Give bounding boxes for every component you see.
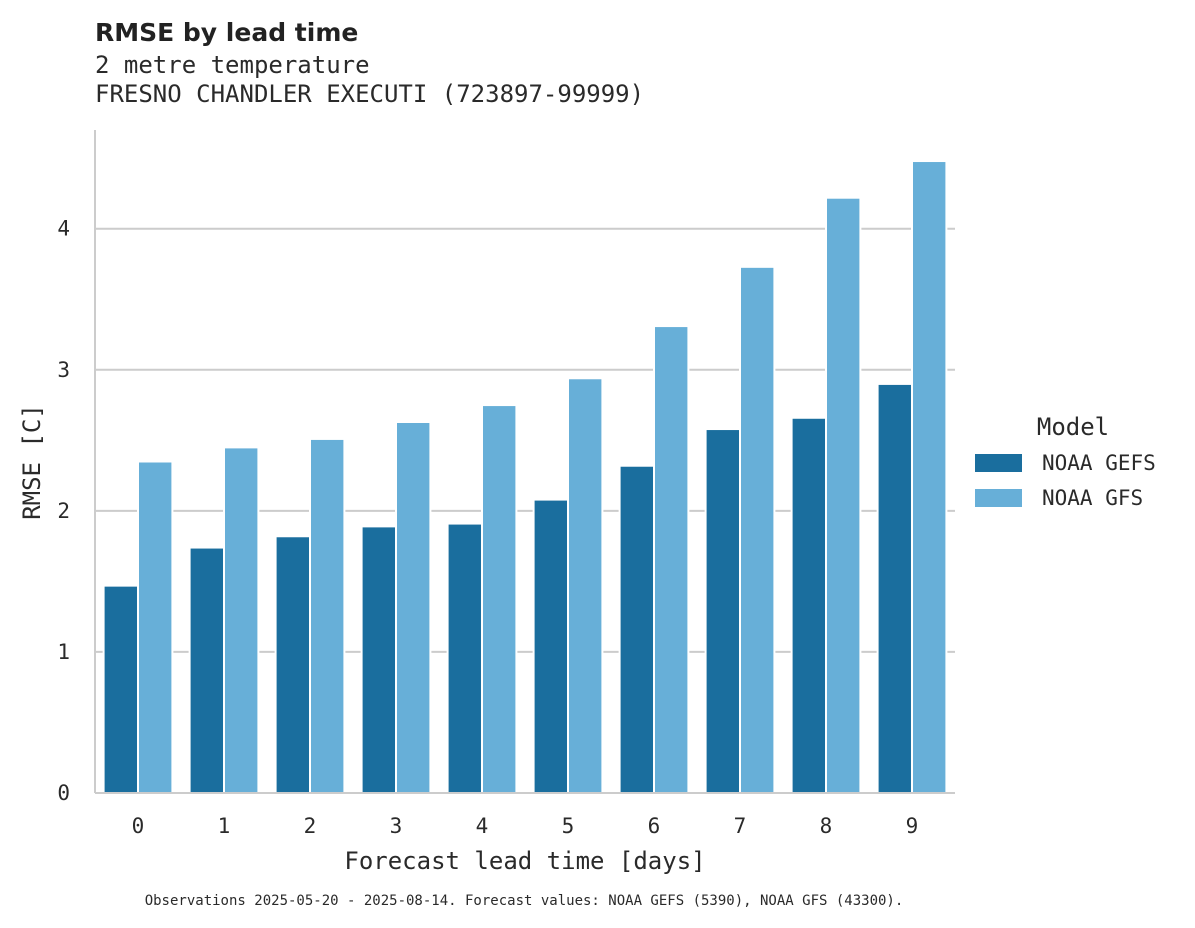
legend-title: Model [1037, 413, 1109, 441]
legend-swatch-noaa-gfs [975, 489, 1022, 507]
bar-noaa-gfs-2 [309, 437, 346, 794]
chart-title: RMSE by lead time [95, 18, 358, 47]
bar-noaa-gfs-3 [395, 421, 432, 794]
x-tick-label: 5 [562, 814, 575, 838]
bar-noaa-gefs-0 [102, 584, 139, 794]
x-tick-label: 2 [304, 814, 317, 838]
bar-noaa-gefs-6 [618, 464, 655, 794]
x-tick-label: 8 [820, 814, 833, 838]
bar-noaa-gfs-8 [825, 196, 862, 794]
bar-noaa-gefs-2 [274, 535, 312, 795]
bar-noaa-gefs-8 [790, 416, 827, 794]
legend: Model NOAA GEFS NOAA GFS [975, 413, 1156, 510]
bar-noaa-gfs-7 [739, 265, 776, 794]
x-tick-label: 3 [390, 814, 403, 838]
x-tick-label: 0 [132, 814, 145, 838]
x-tick-label: 7 [734, 814, 747, 838]
bar-noaa-gfs-0 [137, 460, 174, 794]
x-tick-label: 1 [218, 814, 231, 838]
chart-subtitle-variable: 2 metre temperature [95, 51, 370, 79]
bar-noaa-gfs-9 [911, 160, 948, 794]
x-tick-label: 9 [906, 814, 919, 838]
legend-label: NOAA GFS [1042, 486, 1143, 510]
bar-noaa-gfs-4 [481, 404, 518, 794]
bar-noaa-gefs-7 [704, 428, 741, 794]
bar-noaa-gefs-5 [532, 498, 569, 794]
x-tick-label: 4 [476, 814, 489, 838]
bar-noaa-gfs-5 [567, 377, 604, 794]
bar-noaa-gefs-3 [360, 525, 398, 794]
legend-items: NOAA GEFS NOAA GFS [975, 451, 1156, 510]
legend-label: NOAA GEFS [1042, 451, 1156, 475]
y-tick-label: 4 [57, 217, 70, 241]
y-tick-label: 0 [57, 781, 70, 805]
y-tick-labels: 0 1 2 3 4 [57, 217, 70, 805]
y-tick-label: 1 [57, 640, 70, 664]
x-axis-label: Forecast lead time [days] [344, 847, 705, 875]
footnote: Observations 2025-05-20 - 2025-08-14. Fo… [145, 893, 904, 909]
bar-noaa-gefs-4 [446, 522, 484, 795]
x-tick-label: 6 [648, 814, 661, 838]
bar-noaa-gefs-1 [188, 546, 226, 795]
y-tick-label: 2 [57, 499, 70, 523]
bar-noaa-gefs-9 [876, 382, 913, 794]
y-tick-label: 3 [57, 358, 70, 382]
x-tick-labels: 0 1 2 3 4 5 6 7 8 9 [132, 814, 919, 838]
y-axis-label: RMSE [C] [18, 404, 46, 520]
bar-noaa-gfs-1 [223, 446, 260, 794]
legend-swatch-noaa-gefs [975, 454, 1022, 472]
bar-noaa-gfs-6 [653, 325, 690, 794]
bars [102, 160, 948, 795]
chart-subtitle-station: FRESNO CHANDLER EXECUTI (723897-99999) [95, 80, 644, 108]
